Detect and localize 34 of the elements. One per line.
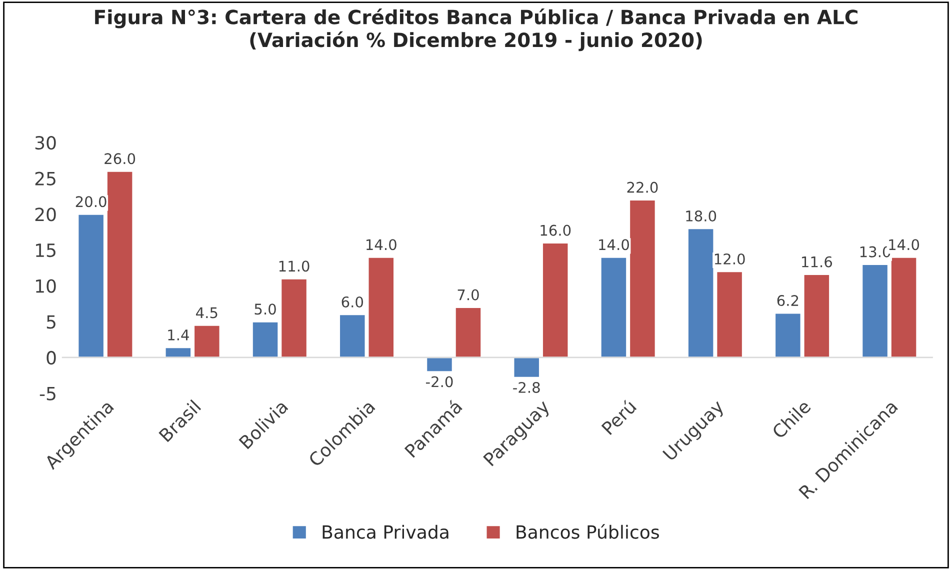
legend-label: Bancos Públicos — [516, 524, 659, 539]
bar — [426, 356, 454, 372]
y-tick-label: 15 — [36, 244, 56, 258]
y-tick-label: 20 — [35, 208, 56, 222]
data-label: 12.0 — [714, 253, 745, 264]
data-label: -2.8 — [513, 382, 540, 393]
data-label: 11.0 — [279, 260, 310, 272]
data-label: 26.0 — [104, 153, 136, 164]
y-tick-label: 0 — [46, 350, 56, 365]
data-label: 22.0 — [627, 182, 658, 193]
bar — [512, 356, 540, 378]
data-label: 1.4 — [168, 330, 189, 340]
data-label: 7.0 — [458, 289, 479, 300]
data-label: 14.0 — [366, 239, 396, 250]
y-tick-label: 25 — [35, 172, 56, 186]
data-label: 6.2 — [777, 295, 798, 306]
data-label: 18.0 — [686, 210, 716, 222]
bar — [454, 306, 482, 358]
data-label: 14.0 — [889, 239, 920, 250]
data-label: 16.0 — [540, 224, 571, 236]
chart-title: Figura N°3: Cartera de Créditos Banca Pública / Banca Privada en ALC (Variación % Dicembre 2019 - junio 2020) — [95, 8, 858, 52]
data-label: 14.0 — [599, 239, 629, 250]
bar — [542, 242, 570, 358]
data-label: 4.5 — [196, 307, 218, 318]
y-tick-label: 10 — [36, 279, 56, 293]
legend-label: Banca Privada — [322, 524, 448, 539]
y-tick-label: 5 — [46, 315, 56, 329]
y-tick-label: 30 — [35, 136, 56, 150]
data-label: 11.6 — [802, 256, 832, 268]
data-label: 6.0 — [342, 296, 364, 308]
data-label: 20.0 — [76, 196, 106, 208]
y-tick-label: -5 — [40, 386, 56, 400]
data-label: -2.0 — [426, 376, 453, 388]
data-label: 5.0 — [254, 304, 276, 315]
